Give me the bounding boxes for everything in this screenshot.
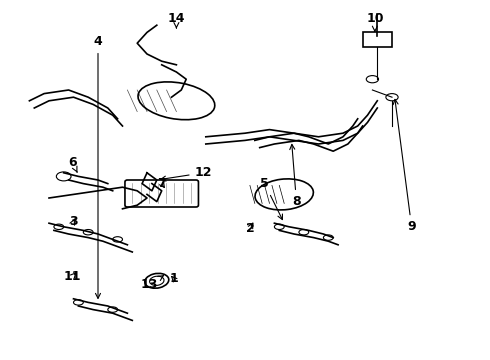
Text: 9: 9 (393, 99, 416, 233)
Text: 5: 5 (260, 177, 282, 220)
Text: 4: 4 (94, 35, 102, 298)
Text: 7: 7 (157, 177, 166, 190)
Text: 11: 11 (64, 270, 81, 283)
Text: 2: 2 (245, 222, 254, 235)
Text: 14: 14 (168, 12, 185, 28)
Text: 13: 13 (141, 275, 164, 291)
Text: 10: 10 (366, 12, 384, 31)
Text: 8: 8 (290, 144, 301, 208)
Text: 3: 3 (69, 215, 78, 228)
Text: 1: 1 (170, 273, 178, 285)
Text: 6: 6 (68, 156, 77, 172)
Text: 12: 12 (161, 166, 212, 181)
